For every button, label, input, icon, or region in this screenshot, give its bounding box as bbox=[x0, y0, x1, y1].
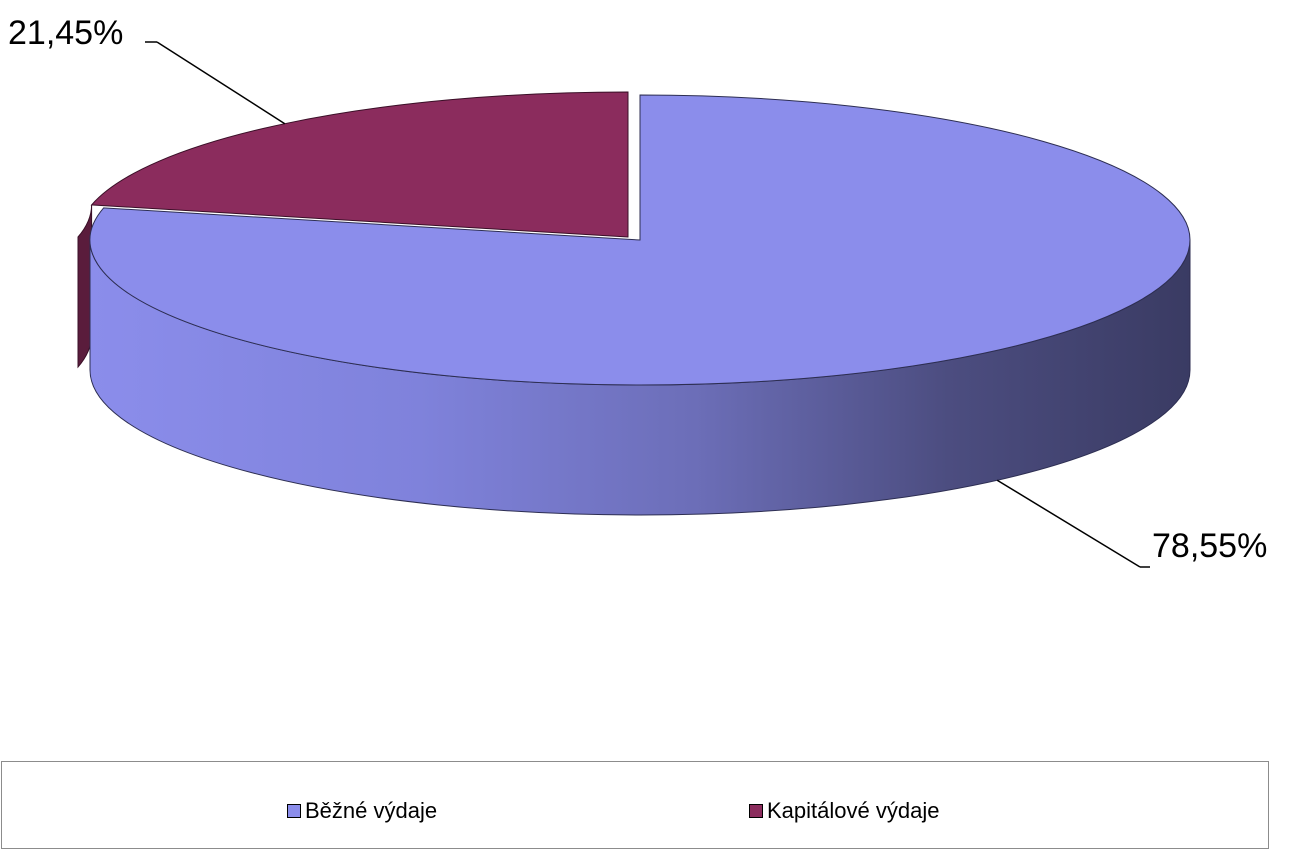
leader-line-bezne bbox=[996, 479, 1141, 568]
legend-item-kapitalove: Kapitálové výdaje bbox=[749, 798, 939, 824]
pie-chart: 78,55% 21,45% bbox=[8, 14, 1267, 568]
leader-line-kapitalove bbox=[156, 41, 286, 125]
legend-item-bezne: Běžné výdaje bbox=[287, 798, 437, 824]
legend-swatch-bezne bbox=[287, 804, 301, 818]
legend-label-bezne: Běžné výdaje bbox=[305, 798, 438, 823]
slice-bezne bbox=[89, 94, 1191, 386]
legend-swatch-kapitalove bbox=[749, 804, 763, 818]
data-label-bezne: 78,55% bbox=[1152, 527, 1267, 565]
legend: Běžné výdaje Kapitálové výdaje bbox=[1, 761, 1269, 849]
slice-kapitalove bbox=[90, 91, 629, 238]
legend-label-kapitalove: Kapitálové výdaje bbox=[767, 798, 940, 823]
data-label-kapitalove: 21,45% bbox=[8, 14, 123, 52]
